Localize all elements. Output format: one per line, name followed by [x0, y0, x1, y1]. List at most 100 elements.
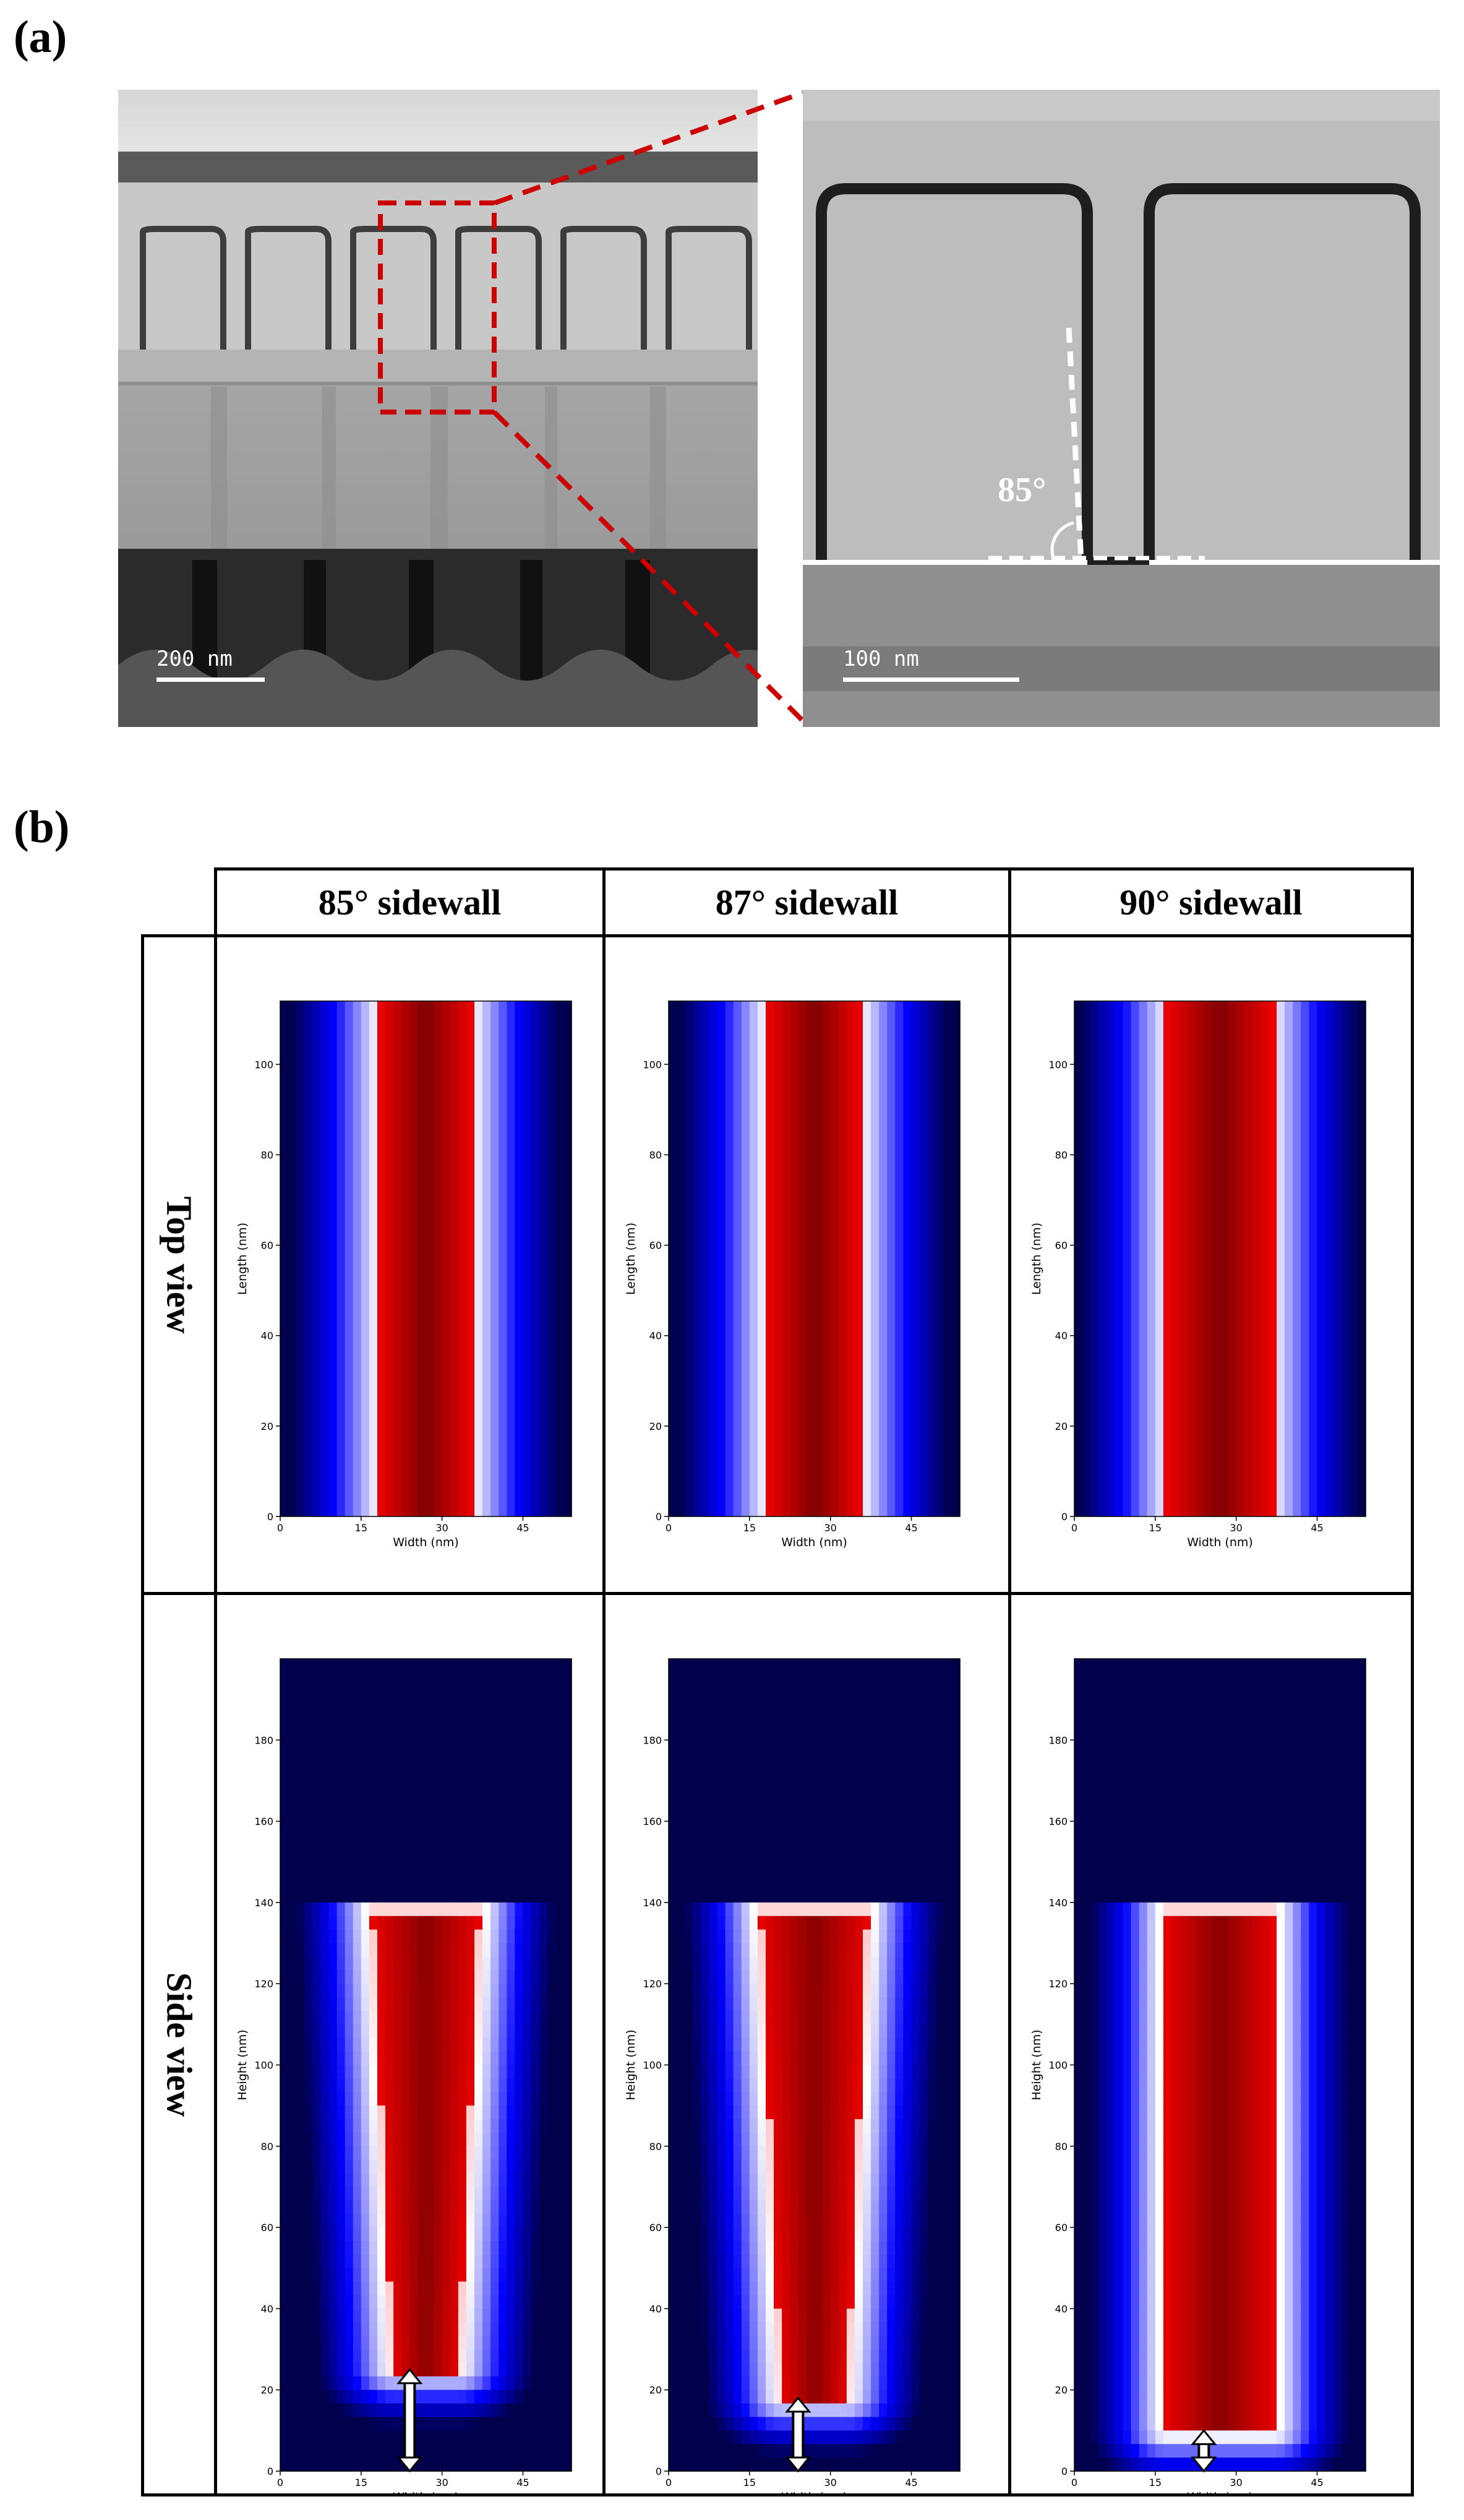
heatmap-cell [490, 2362, 499, 2377]
heatmap-cell [911, 2389, 920, 2404]
heatmap-cell [1269, 1713, 1277, 1727]
heatmap-cell [280, 2268, 289, 2282]
heatmap-cell [1277, 1740, 1285, 1754]
heatmap-cell [863, 1862, 871, 1876]
heatmap-cell [766, 2349, 774, 2363]
heatmap-cell [499, 1821, 507, 1836]
heatmap-cell [499, 1780, 507, 1795]
heatmap-cell [838, 1659, 847, 1673]
heatmap-cell [426, 1767, 435, 1781]
heatmap-cell [1147, 1699, 1156, 1714]
heatmap-cell [328, 2458, 338, 2472]
heatmap-cell [409, 1848, 419, 1862]
heatmap-cell [563, 1943, 572, 1958]
heatmap-cell [871, 2295, 880, 2309]
heatmap-cell [555, 2173, 564, 2188]
heatmap-cell [401, 1997, 410, 2011]
heatmap-cell [1252, 1740, 1261, 1754]
heatmap-cell [336, 2308, 346, 2323]
heatmap-cell [741, 2132, 750, 2147]
heatmap-cell [709, 2065, 718, 2079]
heatmap-cell [782, 2078, 790, 2092]
heatmap-cell [943, 1740, 952, 1754]
heatmap-cell [863, 2376, 871, 2391]
heatmap-cell [871, 2187, 880, 2201]
heatmap-cell [304, 1726, 313, 1740]
heatmap-cell [725, 2065, 734, 2079]
y-tick-label: 0 [656, 1511, 662, 1523]
heatmap-cell [345, 1780, 354, 1795]
heatmap-cell [854, 1984, 863, 1998]
heatmap-cell [288, 2322, 297, 2336]
y-tick-label: 180 [643, 1734, 662, 1746]
heatmap-cell [499, 2078, 507, 2092]
heatmap-cell [903, 1767, 912, 1781]
heatmap-cell [774, 2078, 782, 2092]
heatmap-cell [450, 1807, 459, 1822]
heatmap-cell [782, 2173, 790, 2188]
heatmap-cell [935, 1956, 944, 1971]
heatmap-cell [417, 2024, 427, 2039]
heatmap-cell [531, 2159, 540, 2174]
heatmap-cell [830, 1726, 839, 1740]
heatmap-cell [838, 2349, 847, 2363]
heatmap-cell [919, 1753, 928, 1768]
heatmap-cell [288, 2105, 297, 2120]
heatmap-cell [434, 2119, 443, 2133]
heatmap-cell [919, 2078, 928, 2092]
heatmap-cell [280, 1929, 289, 1944]
heatmap-cell [377, 2458, 386, 2472]
heatmap-cell [312, 1956, 322, 1971]
heatmap-cell [482, 1001, 491, 1516]
heatmap-cell [701, 2349, 710, 2363]
heatmap-cell [943, 1753, 952, 1768]
heatmap-cell [782, 1889, 790, 1903]
heatmap-cell [790, 1984, 798, 1998]
heatmap-cell [701, 1672, 710, 1687]
heatmap-cell [336, 2430, 346, 2445]
heatmap-cell [417, 2092, 427, 2106]
heatmap-cell [361, 1740, 370, 1754]
heatmap-cell [458, 2430, 467, 2445]
heatmap-cell [717, 2092, 726, 2106]
heatmap-cell [401, 1970, 410, 1984]
heatmap-cell [806, 2362, 815, 2377]
heatmap-cell [466, 2240, 475, 2255]
heatmap-cell [774, 2092, 782, 2106]
heatmap-cell [951, 1001, 961, 1516]
heatmap-cell [741, 1956, 750, 1971]
heatmap-cell [709, 1672, 718, 1687]
heatmap-cell [830, 2268, 839, 2282]
heatmap-cell [871, 1659, 880, 1673]
heatmap-cell [774, 2173, 782, 2188]
heatmap-cell [669, 1740, 677, 1754]
heatmap-cell [426, 1726, 435, 1740]
heatmap-cell [336, 1753, 346, 1768]
heatmap-cell [1082, 1740, 1091, 1754]
heatmap-cell [871, 1929, 880, 1944]
heatmap-cell [1204, 1767, 1213, 1781]
heatmap-cell [320, 2417, 330, 2431]
heatmap-cell [547, 1984, 556, 1998]
heatmap-cell [1155, 1001, 1164, 1516]
heatmap-cell [296, 1848, 305, 1862]
heatmap-cell [757, 2362, 766, 2377]
heatmap-cell [757, 1740, 766, 1754]
heatmap-cell [361, 2240, 370, 2255]
heatmap-cell [919, 2389, 928, 2404]
heatmap-cell [434, 1984, 443, 1998]
heatmap-cell [515, 2214, 524, 2228]
heatmap-cell [709, 2159, 718, 2174]
heatmap-cell [409, 1984, 419, 1998]
heatmap-cell [345, 1659, 354, 1673]
heatmap-cell [304, 2187, 313, 2201]
heatmap-cell [288, 1699, 297, 1714]
heatmap-cell [911, 1794, 920, 1808]
heatmap-cell [749, 1659, 758, 1673]
heatmap-cell [1163, 1753, 1172, 1768]
heatmap-cell [822, 2051, 831, 2066]
heatmap-cell [782, 2010, 790, 2025]
heatmap-cell [927, 1889, 936, 1903]
x-tick-label: 15 [355, 1522, 367, 1534]
heatmap-cell [288, 2444, 297, 2458]
